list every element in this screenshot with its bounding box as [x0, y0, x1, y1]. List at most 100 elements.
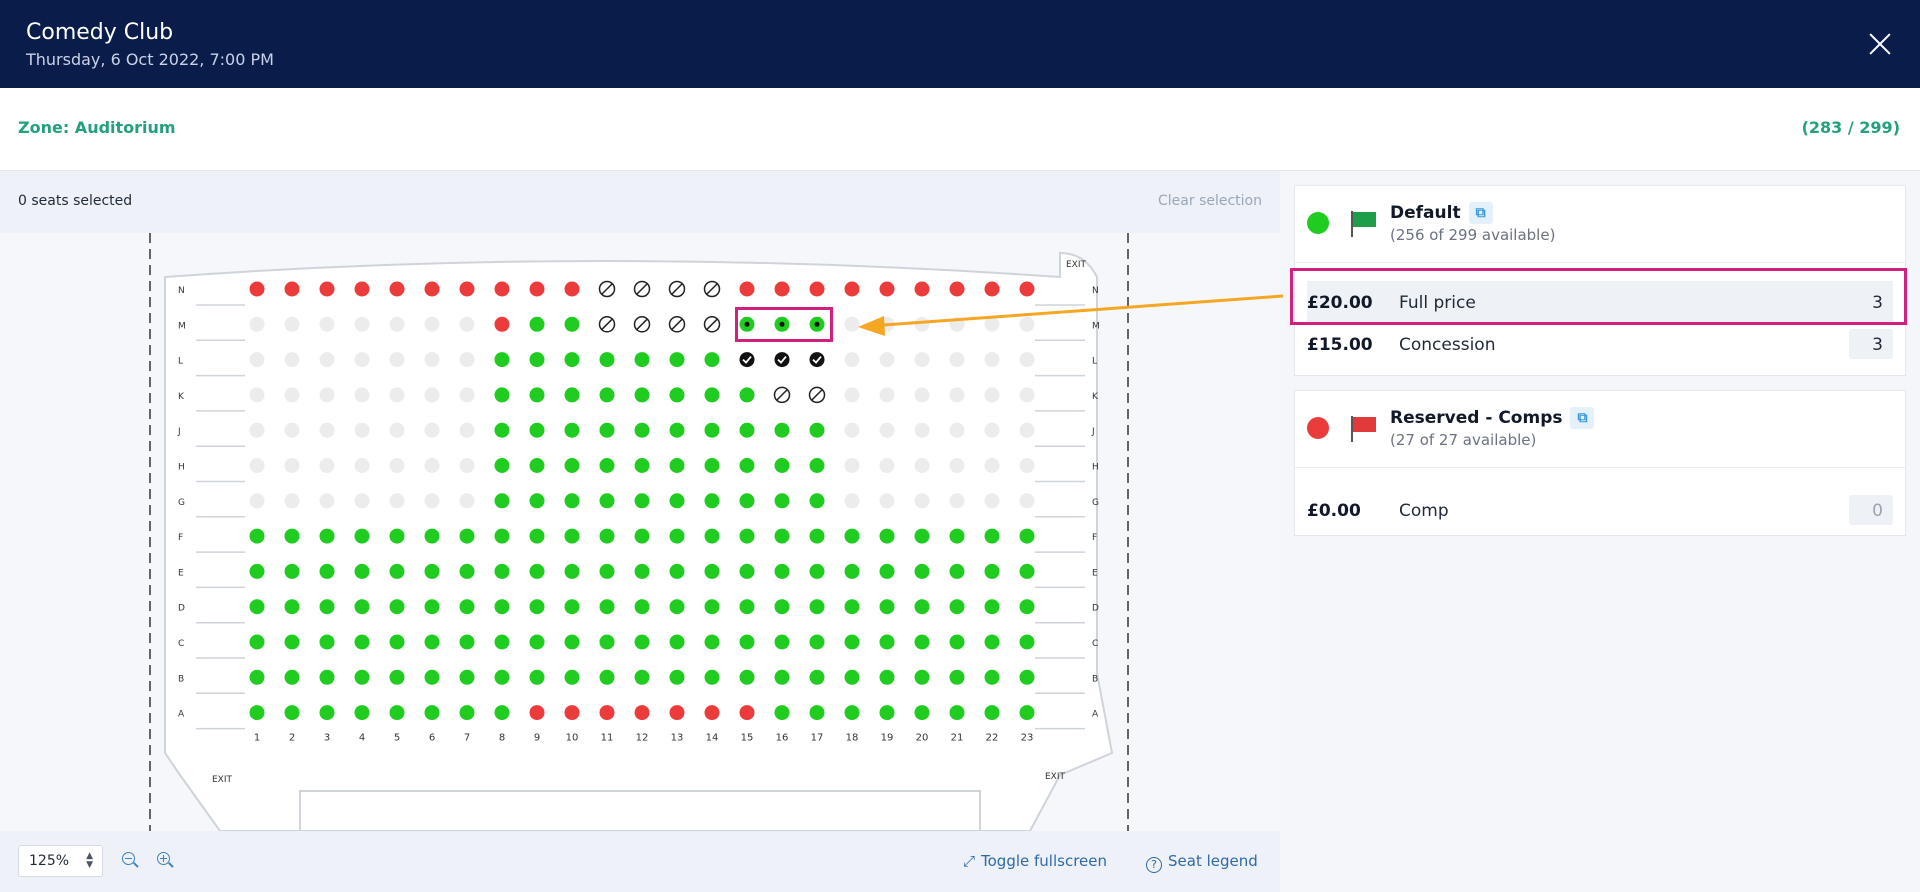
- seat-A6[interactable]: [424, 705, 440, 721]
- seat-C23[interactable]: [1019, 634, 1035, 650]
- seat-B16[interactable]: [774, 669, 790, 685]
- seat-J16[interactable]: [774, 422, 790, 438]
- seat-D12[interactable]: [634, 599, 650, 615]
- seat-F13[interactable]: [669, 528, 685, 544]
- seat-E17[interactable]: [809, 563, 825, 579]
- seat-J17[interactable]: [809, 422, 825, 438]
- seat-L13[interactable]: [669, 352, 685, 368]
- seat-C1[interactable]: [249, 634, 265, 650]
- seat-E22[interactable]: [984, 563, 1000, 579]
- seat-F4[interactable]: [354, 528, 370, 544]
- seat-D5[interactable]: [389, 599, 405, 615]
- seat-A23[interactable]: [1019, 705, 1035, 721]
- seat-E4[interactable]: [354, 563, 370, 579]
- seat-G16[interactable]: [774, 493, 790, 509]
- seat-M10[interactable]: [564, 316, 580, 332]
- seat-E19[interactable]: [879, 563, 895, 579]
- seat-H8[interactable]: [494, 458, 510, 473]
- seat-J9[interactable]: [529, 422, 545, 438]
- seat-C11[interactable]: [599, 634, 615, 650]
- zone-label[interactable]: Zone: Auditorium: [18, 118, 176, 137]
- seat-H12[interactable]: [634, 458, 650, 473]
- seat-C20[interactable]: [914, 634, 930, 650]
- seat-C7[interactable]: [459, 634, 475, 650]
- seat-D8[interactable]: [494, 599, 510, 615]
- seat-C21[interactable]: [949, 634, 965, 650]
- seat-B20[interactable]: [914, 669, 930, 685]
- seat-F17[interactable]: [809, 528, 825, 544]
- seat-C5[interactable]: [389, 634, 405, 650]
- seat-F6[interactable]: [424, 528, 440, 544]
- quantity-field[interactable]: 0: [1849, 495, 1893, 525]
- seat-legend-button[interactable]: ? Seat legend: [1146, 852, 1258, 873]
- seat-B22[interactable]: [984, 669, 1000, 685]
- seat-J12[interactable]: [634, 422, 650, 438]
- seat-G14[interactable]: [704, 493, 720, 509]
- seat-C8[interactable]: [494, 634, 510, 650]
- seat-F10[interactable]: [564, 528, 580, 544]
- seat-D6[interactable]: [424, 599, 440, 615]
- seat-E12[interactable]: [634, 563, 650, 579]
- seat-C10[interactable]: [564, 634, 580, 650]
- seat-G8[interactable]: [494, 493, 510, 509]
- seat-J15[interactable]: [739, 422, 755, 438]
- seat-D7[interactable]: [459, 599, 475, 615]
- seat-F16[interactable]: [774, 528, 790, 544]
- seat-B17[interactable]: [809, 669, 825, 685]
- seat-A5[interactable]: [389, 705, 405, 721]
- seat-D14[interactable]: [704, 599, 720, 615]
- seat-L9[interactable]: [529, 352, 545, 368]
- seat-A8[interactable]: [494, 705, 510, 721]
- seat-B15[interactable]: [739, 669, 755, 685]
- seat-L12[interactable]: [634, 352, 650, 368]
- seat-K15[interactable]: [739, 387, 755, 403]
- seat-C9[interactable]: [529, 634, 545, 650]
- seat-D23[interactable]: [1019, 599, 1035, 615]
- seat-E14[interactable]: [704, 563, 720, 579]
- seat-E5[interactable]: [389, 563, 405, 579]
- seat-J14[interactable]: [704, 422, 720, 438]
- seat-C14[interactable]: [704, 634, 720, 650]
- seat-C15[interactable]: [739, 634, 755, 650]
- seat-C17[interactable]: [809, 634, 825, 650]
- seat-E1[interactable]: [249, 563, 265, 579]
- seat-E13[interactable]: [669, 563, 685, 579]
- seat-F21[interactable]: [949, 528, 965, 544]
- seat-B7[interactable]: [459, 669, 475, 685]
- toggle-fullscreen-button[interactable]: ⤢ Toggle fullscreen: [963, 852, 1107, 870]
- seat-D21[interactable]: [949, 599, 965, 615]
- seat-E10[interactable]: [564, 563, 580, 579]
- seat-A18[interactable]: [844, 705, 860, 721]
- zoom-in-icon[interactable]: [156, 851, 176, 871]
- external-link-icon[interactable]: ⧉: [1468, 202, 1493, 224]
- price-row-concession[interactable]: £15.00 Concession 3: [1295, 323, 1905, 365]
- seat-F18[interactable]: [844, 528, 860, 544]
- seat-A2[interactable]: [284, 705, 300, 721]
- quantity-field[interactable]: 3: [1849, 329, 1893, 359]
- seat-C19[interactable]: [879, 634, 895, 650]
- seat-F19[interactable]: [879, 528, 895, 544]
- seat-L11[interactable]: [599, 352, 615, 368]
- seat-F8[interactable]: [494, 528, 510, 544]
- seat-L10[interactable]: [564, 352, 580, 368]
- seat-D4[interactable]: [354, 599, 370, 615]
- seat-B8[interactable]: [494, 669, 510, 685]
- seat-K11[interactable]: [599, 387, 615, 403]
- seat-A17[interactable]: [809, 705, 825, 721]
- seat-D3[interactable]: [319, 599, 335, 615]
- seat-F23[interactable]: [1019, 528, 1035, 544]
- zoom-out-icon[interactable]: [121, 851, 141, 871]
- seat-G11[interactable]: [599, 493, 615, 509]
- seat-B9[interactable]: [529, 669, 545, 685]
- seat-G9[interactable]: [529, 493, 545, 509]
- seat-A21[interactable]: [949, 705, 965, 721]
- seat-F15[interactable]: [739, 528, 755, 544]
- quantity-field[interactable]: 3: [1872, 293, 1883, 313]
- clear-selection-button[interactable]: Clear selection: [1158, 193, 1262, 209]
- seat-H13[interactable]: [669, 458, 685, 473]
- seat-map-svg[interactable]: N NM ML LK KJ JH HG GF FE ED DC CB BA A 1 2 3 4 5 6 7 8 9 10 11…: [0, 233, 1280, 831]
- seat-A1[interactable]: [249, 705, 265, 721]
- seat-A16[interactable]: [774, 705, 790, 721]
- seat-C6[interactable]: [424, 634, 440, 650]
- seat-H9[interactable]: [529, 458, 545, 473]
